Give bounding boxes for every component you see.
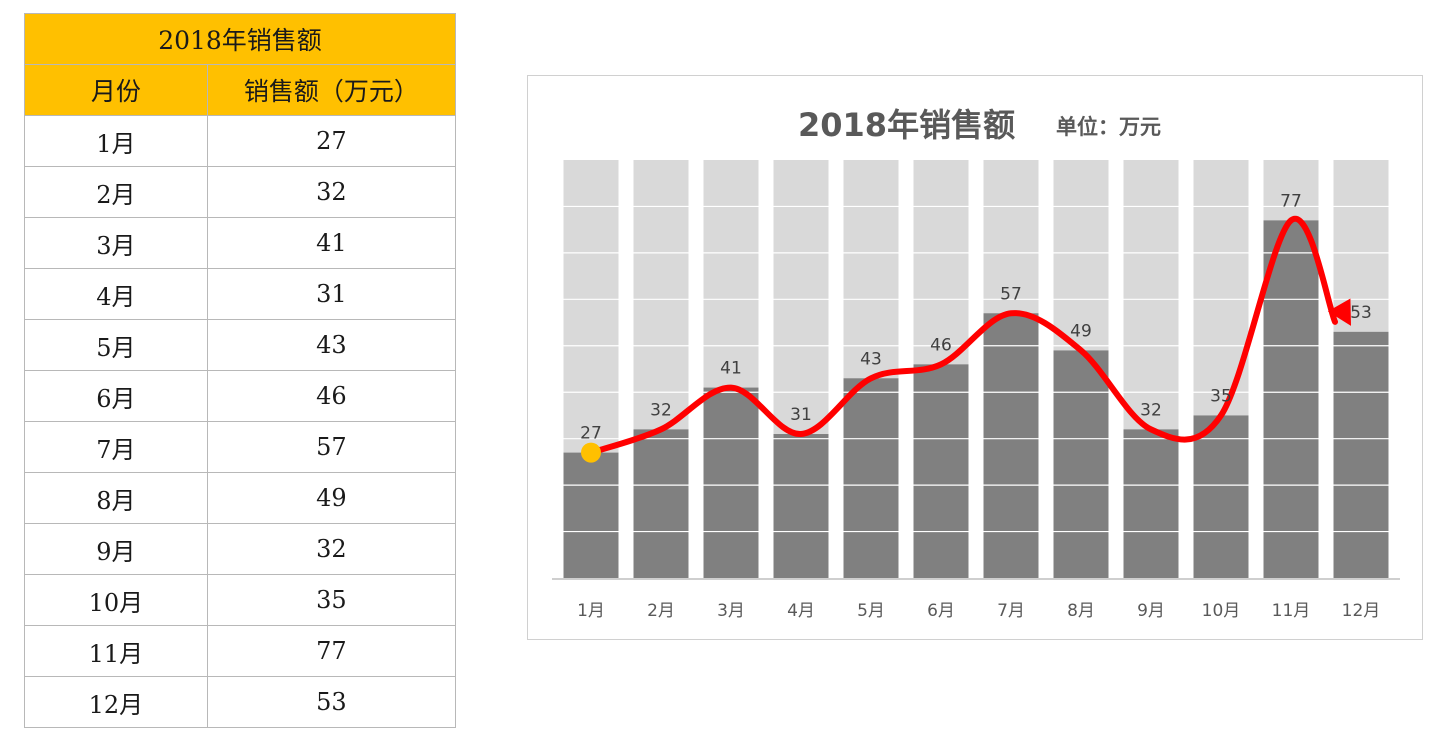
cell-month: 9月 xyxy=(24,523,208,575)
cell-month: 12月 xyxy=(24,676,208,728)
x-tick-label: 3月 xyxy=(717,601,745,621)
cell-sales: 32 xyxy=(206,166,457,218)
data-label: 41 xyxy=(720,359,742,379)
cell-sales: 31 xyxy=(206,268,457,320)
x-tick-labels: 1月 2月 3月 4月 5月 6月 7月 8月 9月 10月 11月 12月 xyxy=(577,601,1380,621)
bar xyxy=(773,434,829,578)
bar xyxy=(563,452,619,578)
cell-month: 11月 xyxy=(24,625,208,677)
data-label: 77 xyxy=(1280,191,1302,211)
table-row: 1月 27 xyxy=(24,115,457,167)
cell-sales: 53 xyxy=(206,676,457,728)
data-label: 46 xyxy=(930,335,952,355)
cell-month: 3月 xyxy=(24,217,208,269)
bar xyxy=(633,429,689,578)
data-label: 27 xyxy=(580,424,602,444)
x-tick-label: 11月 xyxy=(1272,601,1311,621)
bar xyxy=(1333,331,1389,578)
data-label: 31 xyxy=(790,405,812,425)
x-tick-label: 7月 xyxy=(997,601,1025,621)
bar xyxy=(1263,220,1319,578)
cell-month: 8月 xyxy=(24,472,208,524)
cell-sales: 35 xyxy=(206,574,457,626)
x-tick-label: 5月 xyxy=(857,601,885,621)
x-tick-label: 9月 xyxy=(1137,601,1165,621)
table-row: 11月 77 xyxy=(24,625,457,677)
cell-sales: 49 xyxy=(206,472,457,524)
trend-line xyxy=(588,215,1338,456)
cell-sales: 41 xyxy=(206,217,457,269)
table-row: 12月 53 xyxy=(24,676,457,728)
table-row: 2月 32 xyxy=(24,166,457,218)
cell-sales: 77 xyxy=(206,625,457,677)
cell-month: 4月 xyxy=(24,268,208,320)
table-row: 9月 32 xyxy=(24,523,457,575)
trend-arrow-head xyxy=(1327,298,1351,326)
bar xyxy=(843,378,899,578)
data-labels: 27 32 41 31 43 46 57 49 32 35 77 53 xyxy=(580,191,1372,443)
bar xyxy=(913,364,969,578)
x-tick-label: 10月 xyxy=(1202,601,1241,621)
cell-month: 2月 xyxy=(24,166,208,218)
data-label: 32 xyxy=(650,400,672,420)
cell-sales: 32 xyxy=(206,523,457,575)
header-month: 月份 xyxy=(24,64,208,116)
bar xyxy=(1123,429,1179,578)
cell-month: 5月 xyxy=(24,319,208,371)
x-tick-label: 1月 xyxy=(577,601,605,621)
data-label: 57 xyxy=(1000,284,1022,304)
x-tick-label: 4月 xyxy=(787,601,815,621)
trend-start-marker xyxy=(581,442,601,463)
cell-sales: 57 xyxy=(206,421,457,473)
value-bars xyxy=(563,220,1389,578)
gridlines xyxy=(556,205,1396,533)
table-row: 6月 46 xyxy=(24,370,457,422)
data-label: 43 xyxy=(860,349,882,369)
table-row: 5月 43 xyxy=(24,319,457,371)
table-row: 3月 41 xyxy=(24,217,457,269)
cell-sales: 27 xyxy=(206,115,457,167)
bar xyxy=(983,313,1039,578)
cell-month: 6月 xyxy=(24,370,208,422)
table-row: 10月 35 xyxy=(24,574,457,626)
chart-title: 2018年销售额 xyxy=(798,106,1015,144)
bar xyxy=(1053,350,1109,578)
cell-month: 1月 xyxy=(24,115,208,167)
table-row: 4月 31 xyxy=(24,268,457,320)
chart-canvas: 2018年销售额 单位：万元 273241314346574932357753 … xyxy=(552,106,1400,621)
sales-chart: 2018年销售额 单位：万元 27 32 41 31 43 46 57 49 32 35 77 53 … xyxy=(527,75,1423,640)
x-tick-label: 8月 xyxy=(1067,601,1095,621)
cell-month: 7月 xyxy=(24,421,208,473)
x-tick-label: 6月 xyxy=(927,601,955,621)
cell-month: 10月 xyxy=(24,574,208,626)
trend-line-group xyxy=(581,215,1351,463)
cell-sales: 43 xyxy=(206,319,457,371)
table-row: 7月 57 xyxy=(24,421,457,473)
data-label: 35 xyxy=(1210,386,1232,406)
bar xyxy=(1193,415,1249,578)
sales-table: 2018年销售额 月份 销售额（万元） 1月 27 2月 32 3月 41 4月 31 5月 43… xyxy=(24,13,457,728)
header-sales: 销售额（万元） xyxy=(206,64,457,116)
bar xyxy=(703,387,759,578)
chart-subtitle: 单位：万元 xyxy=(1056,115,1161,139)
cell-sales: 46 xyxy=(206,370,457,422)
table-row: 8月 49 xyxy=(24,472,457,524)
data-label: 53 xyxy=(1350,303,1372,323)
x-tick-label: 12月 xyxy=(1342,601,1381,621)
data-label: 49 xyxy=(1070,321,1092,341)
data-label: 32 xyxy=(1140,400,1162,420)
x-tick-label: 2月 xyxy=(647,601,675,621)
table-title: 2018年销售额 xyxy=(24,13,456,65)
